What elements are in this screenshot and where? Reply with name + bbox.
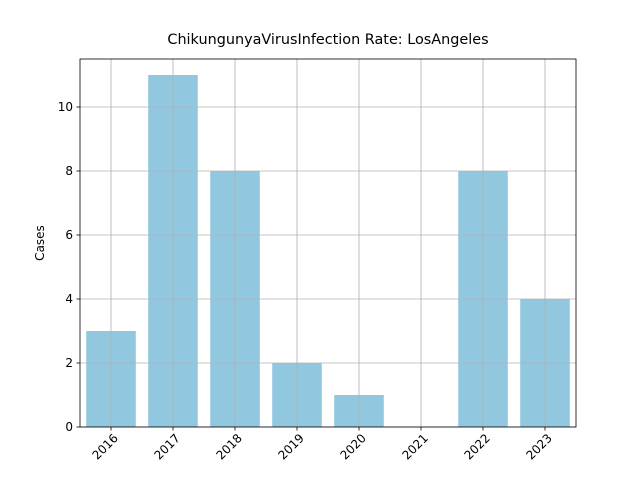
y-tick-label: 0 xyxy=(65,420,73,434)
x-axis-label: Year xyxy=(314,478,340,480)
y-tick-label: 4 xyxy=(65,292,73,306)
y-tick-label: 8 xyxy=(65,164,73,178)
y-tick-label: 10 xyxy=(58,100,73,114)
chart-title: ChikungunyaVirusInfection Rate: LosAngel… xyxy=(167,32,488,48)
y-tick-label: 6 xyxy=(65,228,73,242)
y-axis-label: Cases xyxy=(33,225,47,261)
y-tick-label: 2 xyxy=(65,356,73,370)
plot-frame xyxy=(79,58,577,428)
